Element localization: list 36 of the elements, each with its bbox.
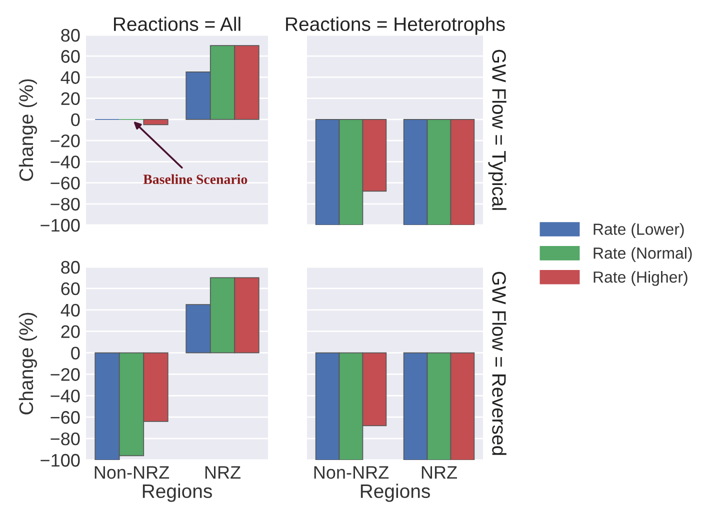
y-axis-title: Change (%) bbox=[18, 79, 37, 181]
legend-label: Rate (Higher) bbox=[594, 270, 688, 286]
y-tick-label: −40 bbox=[50, 390, 80, 402]
y-tick-label: −20 bbox=[50, 368, 80, 381]
y-tick-label: 0 bbox=[71, 113, 80, 126]
y-tick-label: 20 bbox=[61, 92, 80, 106]
annotation: Baseline Scenario bbox=[143, 174, 248, 184]
y-axis-title: Change (%) bbox=[18, 312, 37, 414]
legend-label: Rate (Normal) bbox=[594, 247, 692, 262]
legend-label: Rate (Lower) bbox=[594, 223, 684, 238]
y-tick-label: 80 bbox=[61, 28, 80, 42]
y-tick-label: 80 bbox=[61, 260, 80, 274]
x-tick-label: NRZ bbox=[422, 466, 457, 479]
x-axis-title: Regions bbox=[142, 484, 212, 502]
x-tick-label: Non-NRZ bbox=[94, 466, 170, 479]
y-tick-label: −40 bbox=[50, 156, 80, 168]
y-tick-label: 40 bbox=[60, 71, 80, 84]
x-axis-title: Regions bbox=[360, 484, 430, 502]
y-tick-label: 40 bbox=[60, 304, 80, 317]
y-tick-label: 60 bbox=[61, 50, 80, 63]
y-tick-label: 0 bbox=[71, 346, 80, 360]
y-tick-label: −80 bbox=[50, 198, 80, 211]
y-tick-label: −100 bbox=[40, 454, 80, 467]
y-tick-label: −60 bbox=[50, 411, 80, 424]
chart-title: Reactions = Heterotrophs bbox=[286, 16, 505, 35]
x-tick-label: Non-NRZ bbox=[314, 466, 389, 479]
y-tick-label: −20 bbox=[50, 134, 80, 148]
y-tick-label: 60 bbox=[61, 282, 80, 296]
text: GW Flow = Typical bbox=[488, 50, 506, 210]
y-tick-label: −60 bbox=[50, 176, 80, 190]
text: GW Flow = Reversed bbox=[492, 272, 506, 455]
chart-title: Reactions = All bbox=[114, 16, 240, 32]
y-tick-label: −80 bbox=[50, 432, 80, 446]
y-tick-label: 20 bbox=[61, 325, 80, 338]
x-tick-label: NRZ bbox=[205, 466, 240, 479]
y-tick-label: −100 bbox=[40, 218, 80, 232]
